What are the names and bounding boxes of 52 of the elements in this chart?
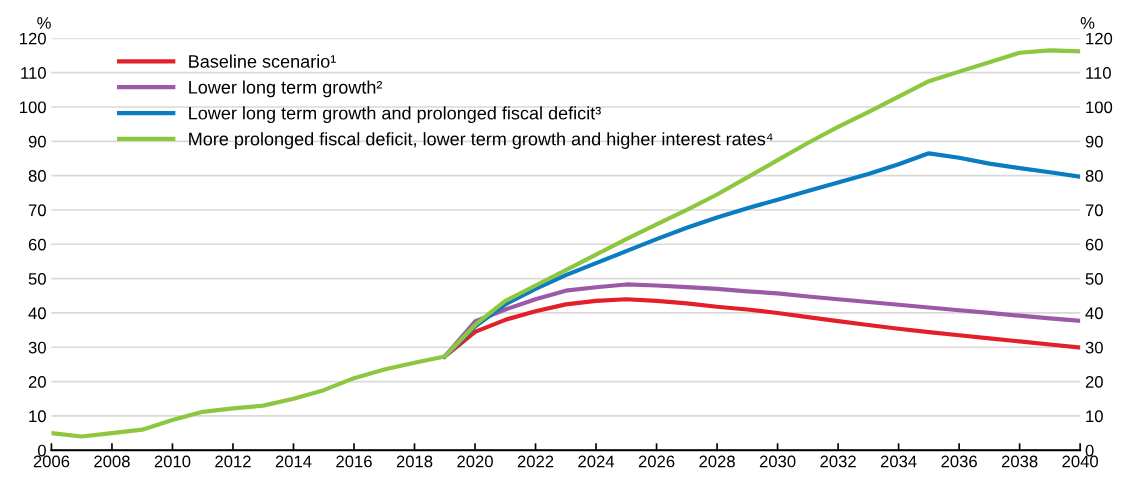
y2-tick-label: 80: [1085, 170, 1103, 182]
y2-tick-label: 90: [1085, 135, 1103, 148]
y-tick-label: 100: [20, 101, 46, 114]
y2-tick-label: 20: [1085, 376, 1103, 388]
y-tick-label: 90: [28, 135, 46, 148]
y-tick-label: 70: [28, 204, 46, 217]
x-tick-label: 2028: [699, 455, 735, 468]
x-tick-label: 2034: [880, 455, 917, 468]
y2-tick-label: 30: [1085, 341, 1103, 354]
legend-label: Lower long term growth and prolonged fiscal deficit³: [189, 106, 601, 124]
x-tick-label: 2022: [517, 455, 554, 468]
y-tick-label: 30: [28, 341, 46, 354]
y-tick-label: 20: [28, 376, 46, 388]
y-tick-label: 50: [28, 273, 46, 285]
x-tick-label: 2024: [578, 455, 615, 468]
x-tick-label: 2008: [94, 455, 130, 468]
line-series: [442, 151, 1081, 359]
y-tick-label: 0: [37, 444, 46, 457]
y-tick-label: 110: [21, 67, 46, 79]
y2-tick-label: 0: [1085, 444, 1094, 457]
x-tick-label: 2030: [759, 455, 796, 468]
y-axis-title: %: [37, 17, 51, 29]
x-tick-label: 2014: [275, 455, 312, 468]
y-tick-label: 120: [20, 32, 46, 45]
x-tick-label: 2012: [215, 455, 251, 468]
y2-tick-label: 10: [1086, 410, 1103, 423]
line-series: [51, 48, 1081, 439]
y2-tick-label: 50: [1085, 273, 1103, 285]
legend-label: More prolonged fiscal deficit, lower term growth and higher interest rates⁴: [189, 132, 773, 149]
legend-label: Lower long term growth²: [189, 80, 383, 98]
legend-label: Baseline scenario¹: [189, 54, 336, 68]
y-tick-label: 60: [28, 238, 46, 251]
x-tick-label: 2036: [941, 455, 977, 468]
x-tick-label: 2010: [154, 455, 191, 468]
x-tick-label: 2018: [396, 455, 433, 468]
x-tick-label: 2016: [336, 455, 372, 468]
y2-tick-label: 70: [1085, 204, 1103, 217]
x-tick-label: 2026: [638, 455, 675, 468]
x-tick-label: 2038: [1001, 455, 1038, 468]
y2-tick-label: 110: [1086, 67, 1111, 79]
y2-tick-label: 120: [1086, 32, 1113, 45]
y2-axis-title: %: [1080, 17, 1095, 29]
y2-tick-label: 100: [1086, 101, 1113, 114]
y2-tick-label: 40: [1085, 307, 1103, 320]
y-tick-label: 80: [28, 170, 46, 182]
x-tick-label: 2040: [1062, 455, 1099, 468]
y-tick-label: 10: [29, 410, 46, 423]
y2-tick-label: 60: [1085, 238, 1103, 251]
x-tick-label: 2032: [820, 455, 856, 468]
y-tick-label: 40: [28, 307, 46, 320]
x-tick-label: 2020: [457, 455, 493, 468]
x-tick-label: 2006: [33, 455, 70, 468]
